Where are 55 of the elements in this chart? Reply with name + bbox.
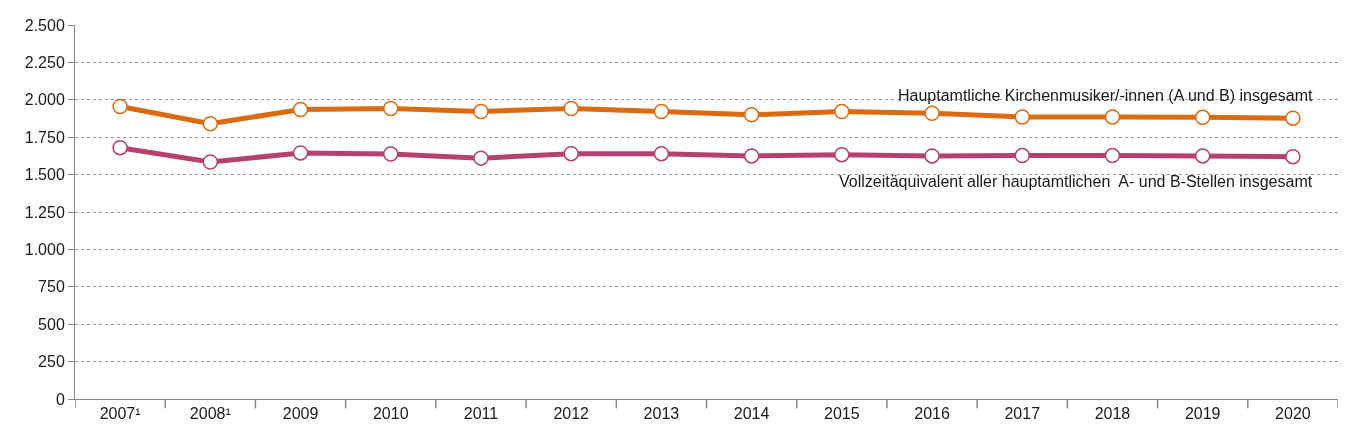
y-tick-label: 1.500 <box>24 166 65 184</box>
y-tick-label: 750 <box>38 278 65 296</box>
x-tick-label: 2017 <box>1004 405 1041 423</box>
x-tick-label: 2015 <box>824 405 860 423</box>
series-label: Vollzeitäquivalent aller hauptamtlichen A- und B-Stellen insgesamt <box>839 173 1313 190</box>
y-tick-label: 500 <box>38 315 65 333</box>
y-tick-label: 2.500 <box>24 16 65 34</box>
x-tick-label: 2012 <box>553 405 590 423</box>
point <box>202 154 219 170</box>
point <box>473 150 489 166</box>
x-tick-label: 2014 <box>733 405 770 423</box>
y-tick-label: 250 <box>38 353 65 371</box>
x-tick-label: 2009 <box>282 405 319 423</box>
point <box>112 139 128 156</box>
x-tick-label: 2007¹ <box>99 405 141 423</box>
point <box>1104 109 1121 125</box>
point <box>1104 147 1121 164</box>
point <box>473 103 489 120</box>
x-tick-label: 2010 <box>372 405 409 423</box>
point <box>292 101 309 118</box>
y-tick-label: 1.750 <box>24 128 65 146</box>
x-tick-label: 2013 <box>643 405 680 423</box>
x-tick-label: 2018 <box>1094 405 1131 423</box>
point <box>292 145 309 161</box>
x-tick-label: 2011 <box>463 405 499 423</box>
point <box>743 107 760 123</box>
point <box>1285 110 1301 126</box>
y-tick-label: 1.000 <box>24 241 65 258</box>
point <box>834 103 850 120</box>
y-tick-label: 2.250 <box>24 54 65 71</box>
point <box>563 100 579 117</box>
point <box>1194 148 1211 164</box>
point <box>202 115 219 132</box>
point <box>1194 109 1211 126</box>
point <box>383 146 399 162</box>
y-tick-label: 1.250 <box>24 203 65 221</box>
point <box>383 100 399 117</box>
y-tick-label: 2.000 <box>24 91 65 109</box>
x-tick-label: 2016 <box>914 405 950 423</box>
point <box>563 145 579 162</box>
point <box>924 148 940 164</box>
x-tick-label: 2019 <box>1184 405 1221 423</box>
point <box>834 146 850 163</box>
y-tick-label: 0 <box>55 390 65 408</box>
point <box>112 98 128 115</box>
point <box>1285 148 1301 165</box>
point <box>743 148 760 164</box>
point <box>1014 147 1030 164</box>
x-tick-label: 2008¹ <box>189 405 231 423</box>
point <box>1014 109 1030 125</box>
point <box>653 145 670 162</box>
x-tick-label: 2020 <box>1275 405 1311 423</box>
point <box>653 103 670 120</box>
point <box>924 105 940 121</box>
series-label: Hauptamtliche Kirchenmusiker/-innen (A und B) insgesamt <box>898 87 1313 104</box>
